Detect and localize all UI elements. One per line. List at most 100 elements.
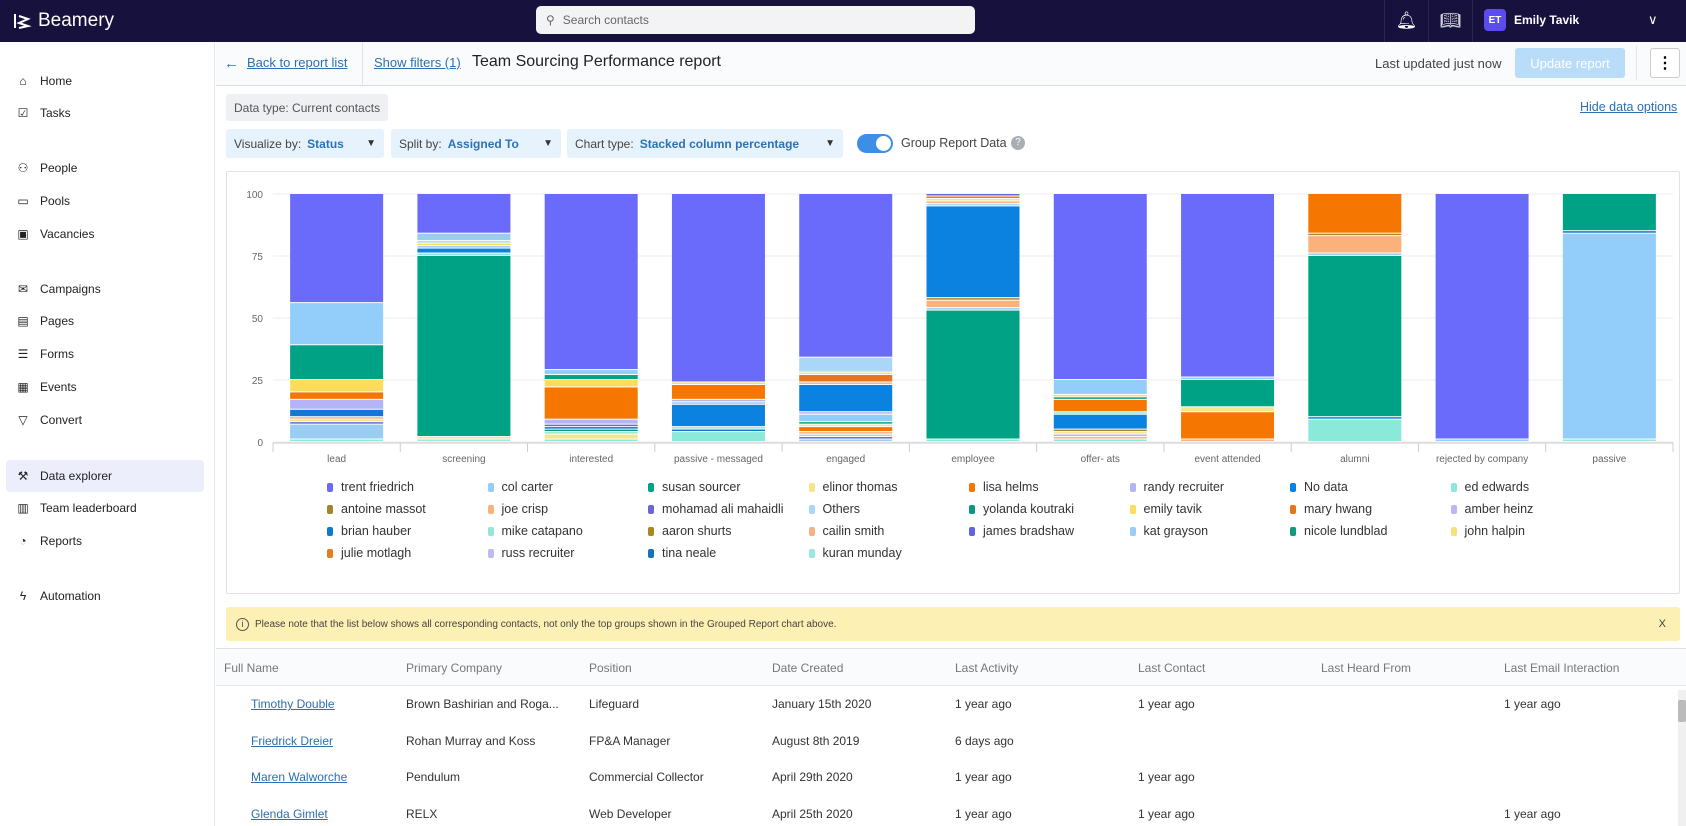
bar-segment[interactable] [799, 194, 893, 357]
update-report-button[interactable]: Update report [1515, 48, 1625, 78]
bar-segment[interactable] [544, 380, 638, 387]
bar-segment[interactable] [1308, 256, 1402, 417]
bar-segment[interactable] [544, 194, 638, 370]
bar-segment[interactable] [417, 256, 511, 437]
sidebar-item-home[interactable]: ⌂ Home [6, 65, 204, 97]
bar-segment[interactable] [926, 439, 1020, 441]
sidebar-item-automation[interactable]: ϟ Automation [6, 580, 204, 612]
bar-segment[interactable] [926, 201, 1020, 203]
sidebar-item-vacancies[interactable]: ▣ Vacancies [6, 218, 204, 250]
user-menu[interactable]: ET Emily Tavik [1484, 9, 1579, 31]
bar-segment[interactable] [1053, 434, 1147, 437]
bar-segment[interactable] [1308, 253, 1402, 255]
bar-segment[interactable] [799, 357, 893, 372]
back-to-report-list-link[interactable]: Back to report list [247, 55, 348, 70]
table-scrollbar[interactable] [1678, 690, 1686, 826]
contact-name-link[interactable]: Timothy Double [251, 697, 335, 711]
sidebar-item-tasks[interactable]: ☑ Tasks [6, 97, 204, 129]
bar-segment[interactable] [1053, 437, 1147, 439]
legend-item[interactable]: james bradshaw [969, 524, 1074, 538]
bar-segment[interactable] [290, 424, 384, 439]
close-icon[interactable]: X [1658, 618, 1666, 630]
sidebar-item-campaigns[interactable]: ✉ Campaigns [6, 273, 204, 305]
bar-segment[interactable] [926, 308, 1020, 310]
bar-segment[interactable] [1181, 412, 1275, 439]
bar-segment[interactable] [544, 370, 638, 375]
bar-segment[interactable] [290, 194, 384, 303]
bar-segment[interactable] [1053, 439, 1147, 441]
contact-name-link[interactable]: Friedrick Dreier [251, 734, 334, 748]
bar-segment[interactable] [671, 427, 765, 429]
bar-segment[interactable] [799, 375, 893, 382]
legend-item[interactable]: john halpin [1450, 524, 1525, 538]
bar-segment[interactable] [799, 382, 893, 384]
legend-item[interactable]: trent friedrich [327, 480, 414, 494]
bar-segment[interactable] [290, 419, 384, 422]
bar-segment[interactable] [1562, 233, 1656, 439]
bar-segment[interactable] [1053, 412, 1147, 414]
bar-segment[interactable] [1435, 439, 1529, 441]
legend-item[interactable]: kat grayson [1129, 524, 1208, 538]
bar-segment[interactable] [1308, 194, 1402, 233]
bar-segment[interactable] [926, 310, 1020, 439]
bar-segment[interactable] [1053, 432, 1147, 434]
bar-segment[interactable] [926, 196, 1020, 198]
column-header[interactable]: Last Activity [955, 661, 1019, 675]
help-icon[interactable]: ? [1011, 136, 1025, 150]
hide-data-options-link[interactable]: Hide data options [1580, 100, 1678, 114]
column-header[interactable]: Date Created [772, 661, 844, 675]
more-options-icon[interactable]: ⋮ [1650, 48, 1680, 78]
bar-segment[interactable] [671, 382, 765, 384]
chart-type-select[interactable]: Chart type: Stacked column percentage ▼ [567, 129, 843, 158]
bar-segment[interactable] [799, 384, 893, 412]
bar-segment[interactable] [1053, 397, 1147, 399]
column-header[interactable]: Last Heard From [1321, 661, 1412, 675]
bar-segment[interactable] [1053, 380, 1147, 394]
bar-segment[interactable] [671, 429, 765, 432]
bar-segment[interactable] [1181, 439, 1275, 441]
bar-segment[interactable] [1308, 233, 1402, 236]
sidebar-item-team-leaderboard[interactable]: ▥ Team leaderboard [6, 492, 204, 524]
bar-segment[interactable] [1562, 231, 1656, 233]
bar-segment[interactable] [799, 412, 893, 414]
legend-item[interactable]: nicole lundblad [1290, 524, 1387, 538]
bar-segment[interactable] [671, 194, 765, 382]
legend-item[interactable]: col carter [487, 480, 553, 494]
bar-segment[interactable] [799, 434, 893, 437]
bar-segment[interactable] [799, 427, 893, 432]
bar-segment[interactable] [1308, 236, 1402, 253]
legend-item[interactable]: julie motlagh [327, 546, 411, 560]
bar-segment[interactable] [544, 375, 638, 379]
column-header[interactable]: Last Contact [1138, 661, 1206, 675]
bar-segment[interactable] [1181, 377, 1275, 379]
legend-item[interactable]: mohamad ali mahaidli [648, 502, 784, 516]
legend-item[interactable]: brian hauber [327, 524, 411, 538]
column-header[interactable]: Full Name [224, 661, 279, 675]
sidebar-item-pools[interactable]: ▭ Pools [6, 185, 204, 217]
bell-icon[interactable]: 🔔︎ [1384, 0, 1428, 42]
bar-segment[interactable] [290, 399, 384, 409]
bar-segment[interactable] [417, 437, 511, 439]
bar-segment[interactable] [926, 194, 1020, 196]
bar-segment[interactable] [926, 300, 1020, 308]
bar-segment[interactable] [1181, 380, 1275, 407]
contact-name-link[interactable]: Glenda Gimlet [251, 807, 328, 821]
bar-segment[interactable] [926, 203, 1020, 206]
legend-item[interactable]: yolanda koutraki [969, 502, 1074, 516]
bar-segment[interactable] [417, 246, 511, 248]
legend-item[interactable]: aaron shurts [648, 524, 731, 538]
chevron-down-icon[interactable]: ∨ [1648, 12, 1658, 27]
bar-segment[interactable] [799, 422, 893, 424]
legend-item[interactable]: lisa helms [969, 480, 1039, 494]
sidebar-item-forms[interactable]: ☰ Forms [6, 338, 204, 370]
bar-segment[interactable] [544, 387, 638, 419]
bar-segment[interactable] [544, 432, 638, 434]
legend-item[interactable]: amber heinz [1450, 502, 1533, 516]
contact-name-link[interactable]: Maren Walworche [251, 770, 348, 784]
bar-segment[interactable] [417, 439, 511, 441]
bar-segment[interactable] [417, 233, 511, 241]
bar-segment[interactable] [290, 439, 384, 441]
bar-segment[interactable] [1053, 414, 1147, 429]
bar-segment[interactable] [290, 345, 384, 379]
bar-segment[interactable] [799, 424, 893, 427]
